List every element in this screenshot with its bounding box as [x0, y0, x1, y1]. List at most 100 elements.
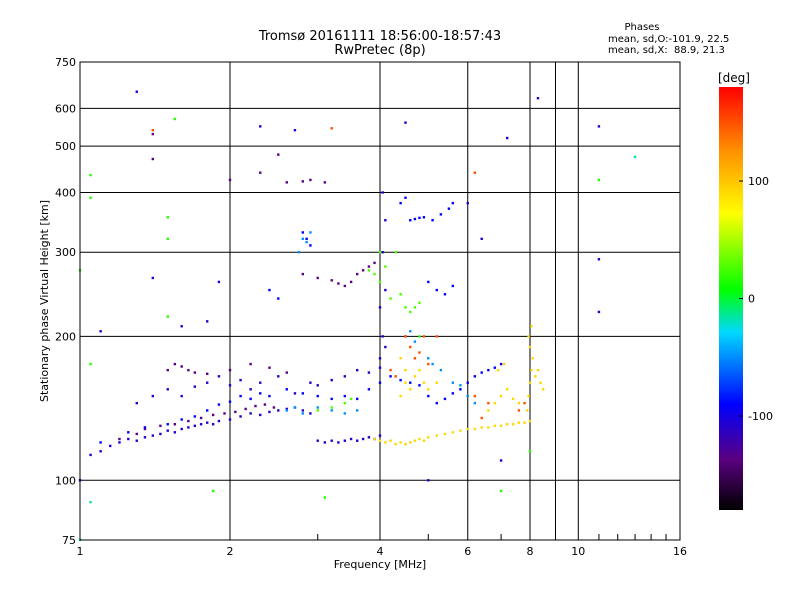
phase-stats-heading: Phases — [624, 22, 659, 33]
echo-point — [378, 306, 382, 309]
echo-point — [427, 388, 430, 391]
x-tick-label: 2 — [227, 545, 234, 558]
echo-point — [384, 219, 387, 222]
echo-point — [355, 439, 359, 442]
echo-point — [249, 412, 252, 415]
echo-point — [337, 441, 340, 444]
scatter-point — [166, 315, 169, 318]
echo-point — [431, 219, 434, 222]
echo-point — [199, 423, 203, 426]
echo-point — [404, 306, 407, 309]
echo-point — [127, 437, 130, 441]
echo-point — [330, 279, 333, 282]
echo-point — [205, 409, 209, 412]
echo-point — [499, 394, 503, 398]
echo-point — [404, 335, 407, 338]
phase-stats-x: mean, sd,X: 88.9, 21.3 — [608, 45, 725, 56]
scatter-point — [89, 173, 92, 177]
echo-point — [367, 371, 371, 374]
echo-point — [413, 306, 417, 309]
echo-point — [443, 293, 447, 296]
x-tick-label: 10 — [571, 545, 585, 558]
echo-point — [480, 371, 483, 374]
echo-point — [409, 310, 412, 314]
echo-point — [159, 432, 162, 436]
scatter-point — [633, 155, 637, 159]
echo-point — [205, 381, 209, 384]
echo-point — [473, 375, 477, 378]
echo-point — [367, 265, 371, 268]
echo-point — [536, 368, 540, 372]
echo-point — [228, 400, 232, 403]
echo-point — [301, 272, 305, 276]
echo-point — [539, 381, 542, 384]
echo-point — [499, 362, 503, 366]
echo-point — [205, 421, 209, 424]
echo-point — [443, 432, 447, 436]
echo-point — [361, 437, 365, 441]
echo-point — [135, 439, 138, 442]
echo-point — [473, 401, 477, 405]
echo-point — [285, 407, 288, 411]
colorbar-ticks: 100 0 -100 — [739, 175, 773, 423]
echo-point — [435, 434, 438, 437]
echo-point — [466, 427, 469, 431]
scatter-point — [466, 201, 469, 205]
echo-point — [228, 368, 232, 372]
scatter-point — [473, 394, 477, 398]
echo-point — [389, 297, 392, 300]
echo-point — [268, 394, 271, 398]
echo-point — [381, 251, 384, 254]
echo-point — [378, 251, 382, 254]
echo-point — [323, 181, 327, 184]
echo-point — [127, 431, 130, 434]
echo-point — [135, 432, 138, 436]
echo-point — [277, 409, 280, 412]
echo-point — [439, 368, 443, 372]
y-tick-label: 750 — [55, 56, 76, 69]
echo-point — [418, 216, 421, 220]
grid-lines — [80, 62, 680, 540]
scatter-point — [89, 362, 92, 366]
data-points — [78, 90, 637, 542]
echo-point — [404, 381, 407, 384]
echo-point — [259, 413, 262, 417]
echo-point — [361, 269, 365, 272]
scatter-point — [499, 489, 503, 493]
scatter-point — [293, 128, 297, 132]
echo-point — [316, 406, 319, 409]
echo-point — [378, 434, 382, 437]
echo-point — [239, 415, 242, 418]
scatter-point — [480, 237, 483, 241]
echo-point — [459, 429, 462, 432]
echo-point — [187, 368, 190, 372]
echo-point — [316, 384, 319, 387]
echo-point — [285, 181, 288, 184]
echo-point — [418, 301, 421, 305]
echo-point — [389, 439, 392, 442]
echo-point — [343, 394, 347, 398]
echo-point — [193, 371, 197, 374]
echo-point — [143, 436, 147, 439]
echo-point — [301, 392, 305, 395]
echo-point — [99, 441, 102, 444]
echo-point — [528, 381, 532, 384]
echo-point — [330, 378, 333, 382]
echo-point — [409, 330, 412, 333]
echo-point — [343, 412, 347, 415]
y-tick-label: 500 — [55, 140, 76, 153]
echo-point — [496, 368, 500, 372]
scatter-point — [211, 489, 215, 493]
echo-point — [493, 401, 497, 405]
x-tick-label: 1 — [77, 545, 84, 558]
echo-point — [293, 406, 297, 409]
echo-point — [389, 368, 392, 372]
echo-point — [526, 409, 529, 412]
echo-point — [355, 272, 359, 276]
echo-point — [228, 418, 232, 421]
echo-point — [135, 401, 138, 405]
echo-point — [297, 251, 301, 254]
echo-point — [384, 265, 387, 268]
echo-point — [301, 237, 305, 241]
echo-point — [413, 357, 417, 360]
